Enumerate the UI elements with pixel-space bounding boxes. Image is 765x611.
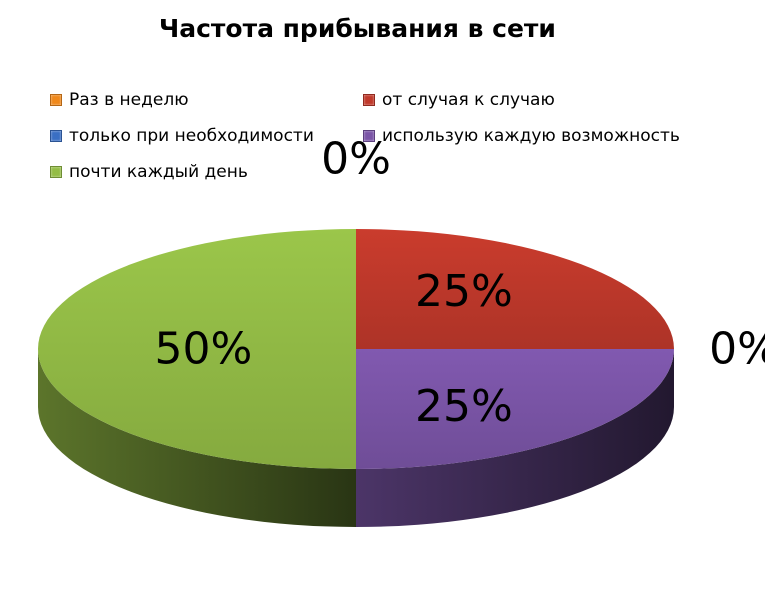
legend-item: от случая к случаю bbox=[363, 90, 555, 110]
legend-item: Раз в неделю bbox=[50, 90, 189, 110]
pie-slice-side bbox=[38, 349, 356, 527]
data-label: 0% bbox=[709, 324, 765, 375]
data-label: 50% bbox=[154, 324, 252, 375]
pie-slice bbox=[356, 229, 674, 349]
pie-slice bbox=[356, 349, 674, 469]
data-label: 25% bbox=[415, 381, 513, 432]
pie-slice-side bbox=[356, 349, 674, 527]
legend-swatch bbox=[50, 94, 62, 106]
legend-label: Раз в неделю bbox=[69, 90, 189, 110]
data-label: 0% bbox=[321, 134, 391, 185]
legend-swatch bbox=[50, 166, 62, 178]
legend: Раз в неделю от случая к случаю только п… bbox=[0, 0, 765, 200]
legend-label: от случая к случаю bbox=[382, 90, 555, 110]
legend-label: использую каждую возможность bbox=[382, 126, 680, 146]
pie-slice bbox=[38, 229, 356, 469]
legend-label: только при необходимости bbox=[69, 126, 314, 146]
data-label: 25% bbox=[415, 266, 513, 317]
legend-label: почти каждый день bbox=[69, 162, 248, 182]
legend-swatch bbox=[50, 130, 62, 142]
legend-item: почти каждый день bbox=[50, 162, 248, 182]
legend-swatch bbox=[363, 130, 375, 142]
legend-item: только при необходимости bbox=[50, 126, 314, 146]
legend-swatch bbox=[363, 94, 375, 106]
legend-item: использую каждую возможность bbox=[363, 126, 680, 146]
chart-title: Частота прибывания в сети bbox=[159, 14, 556, 43]
